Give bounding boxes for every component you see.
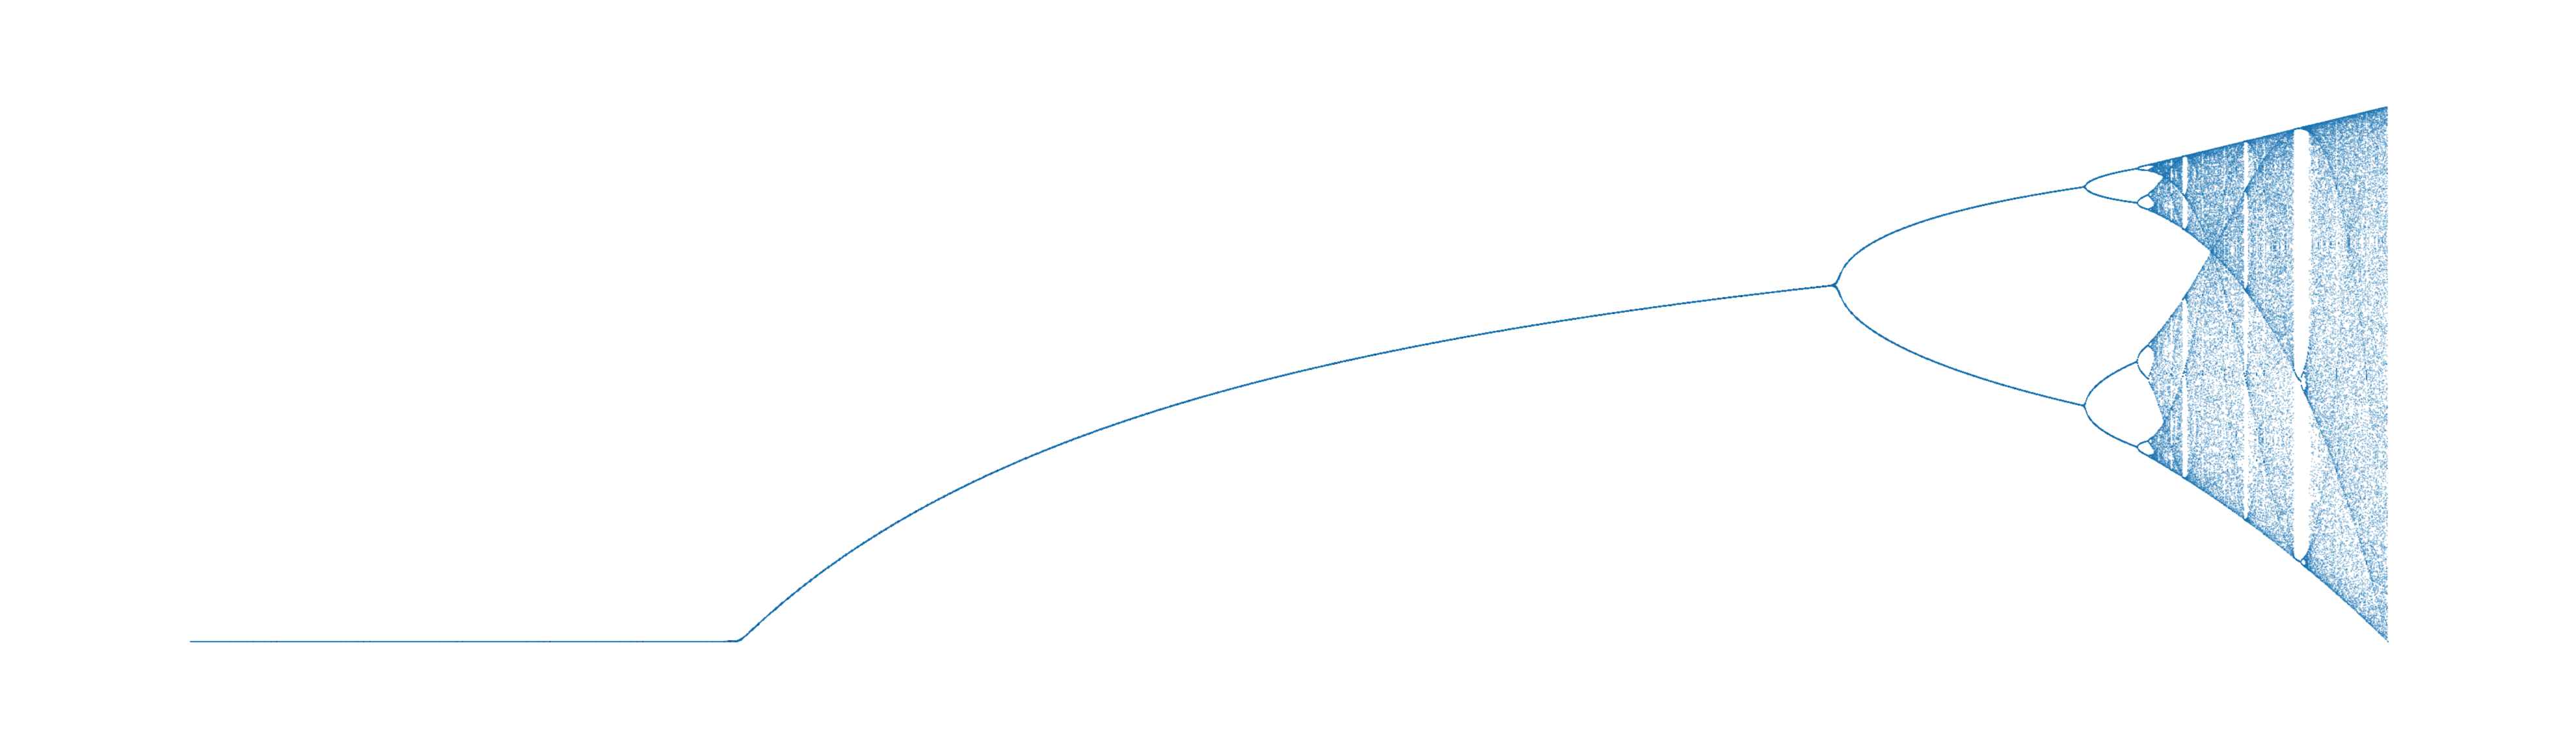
chart-figure xyxy=(0,0,2576,745)
bifurcation-plot-area xyxy=(0,0,2576,745)
